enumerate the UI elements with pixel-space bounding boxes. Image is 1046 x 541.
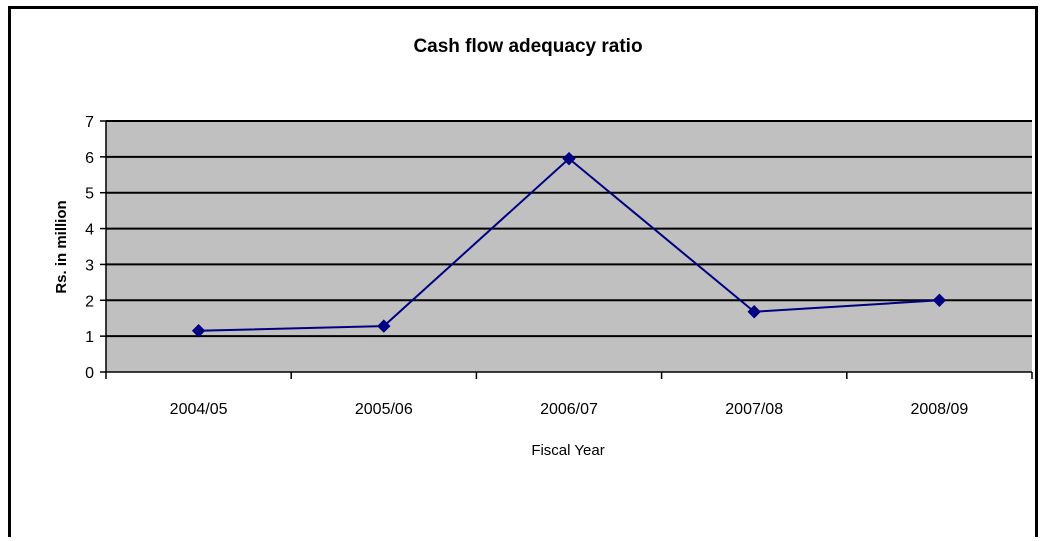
- chart-title: Cash flow adequacy ratio: [413, 36, 642, 57]
- y-tick-label: 1: [85, 329, 94, 346]
- data-point: [377, 319, 391, 333]
- data-point: [747, 305, 761, 319]
- y-tick-label: 4: [85, 222, 94, 239]
- x-axis-title: Fiscal Year: [531, 442, 604, 459]
- data-point: [191, 324, 206, 338]
- x-axis-ticks: 2004/05 2005/06 2006/07 2007/08 2008/09: [105, 372, 1033, 418]
- x-tick-label: 2007/08: [725, 401, 783, 418]
- y-tick-label: 7: [85, 114, 94, 131]
- y-axis-title: Rs. in million: [53, 200, 70, 293]
- y-tick-label: 0: [85, 365, 94, 382]
- x-tick-label: 2005/06: [355, 401, 413, 418]
- x-tick-label: 2004/05: [170, 401, 228, 418]
- y-axis-ticks: 0 1 2 3 4 5 6 7: [85, 114, 106, 382]
- y-tick-label: 5: [85, 186, 94, 203]
- y-tick-label: 2: [85, 293, 94, 310]
- x-tick-label: 2006/07: [540, 401, 598, 418]
- data-point: [562, 151, 576, 166]
- y-tick-label: 3: [85, 257, 94, 274]
- y-tick-label: 6: [85, 150, 94, 167]
- series-group: [191, 151, 947, 338]
- data-point: [932, 293, 947, 307]
- x-tick-label: 2008/09: [910, 401, 968, 418]
